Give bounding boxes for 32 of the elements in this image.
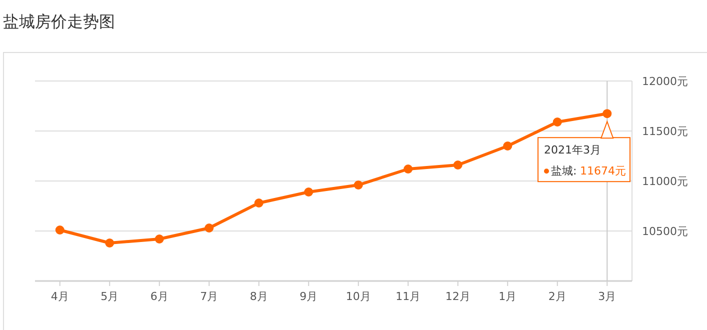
point (154, 234, 164, 244)
x-tick-label: 1月 (498, 290, 517, 303)
point (105, 238, 114, 248)
x-tick-label: 2月 (548, 290, 566, 303)
point (602, 109, 612, 118)
y-tick-label: 12000元 (642, 75, 688, 88)
x-tick-label: 4月 (50, 290, 69, 303)
point (254, 198, 264, 208)
point (354, 180, 363, 190)
legend-label: 盐城: (551, 164, 577, 178)
annotation: 2021年3月 (544, 144, 601, 157)
x-tick-label: 8月 (250, 290, 268, 303)
x-tick-label: 6月 (150, 290, 168, 303)
chart-title: 盐城房价走势图 (3, 12, 115, 31)
x-tick-label: 10月 (346, 290, 371, 303)
annotation: 11674元 (580, 164, 626, 178)
y-tick-label: 11000元 (642, 175, 688, 188)
x-tick-label: 3月 (598, 290, 616, 303)
x-tick-label: 11月 (396, 290, 421, 303)
x-tick-label: 12月 (445, 290, 470, 303)
x-tick-label: 7月 (200, 290, 218, 303)
y-tick-label: 10500元 (642, 225, 688, 238)
x-tick-label: 9月 (300, 290, 318, 303)
point (552, 118, 562, 126)
point (204, 224, 214, 232)
x-tick-label: 5月 (100, 290, 119, 303)
point (404, 164, 413, 174)
point (55, 226, 64, 234)
point (304, 188, 314, 196)
point (503, 142, 512, 150)
point (453, 160, 462, 170)
y-tick-label: 11500元 (642, 125, 688, 138)
